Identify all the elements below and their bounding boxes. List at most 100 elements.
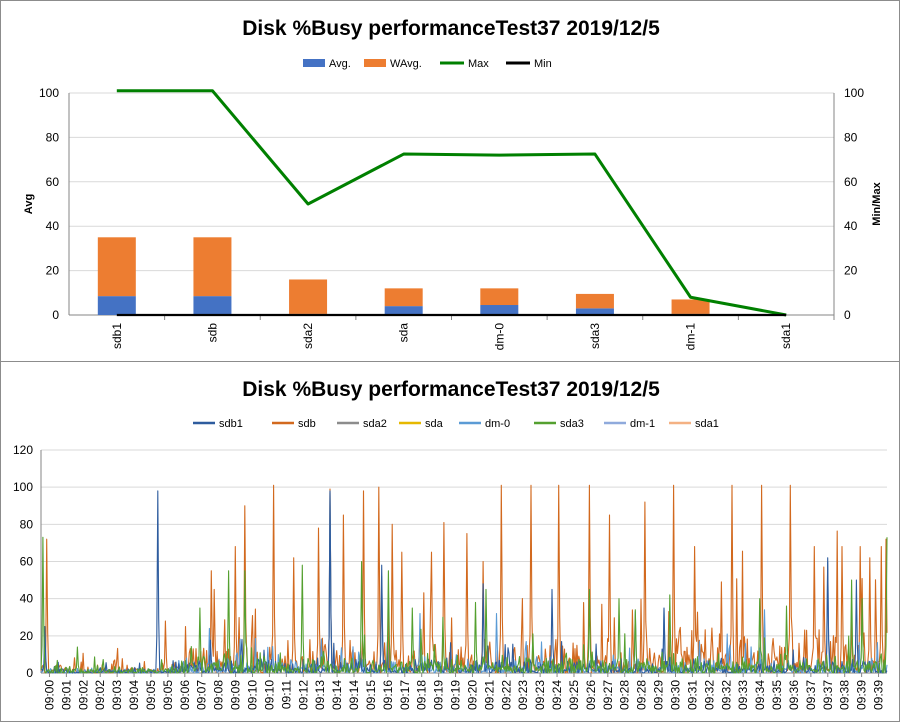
x-tick-label: 09:18 xyxy=(415,680,429,710)
x-tick-label: 09:19 xyxy=(449,680,463,710)
x-tick-label: 09:28 xyxy=(618,680,632,710)
x-tick-label: dm-0 xyxy=(492,323,506,351)
x-tick-label: 09:26 xyxy=(584,680,598,710)
x-tick-label: sda xyxy=(397,323,411,343)
y2-axis-title: Min/Max xyxy=(871,181,883,225)
y-tick-label: 120 xyxy=(13,443,33,457)
legend-label: dm-1 xyxy=(630,418,655,430)
x-tick-label: 09:14 xyxy=(347,680,361,710)
legend-label: Min xyxy=(534,58,552,70)
y-tick-label: 80 xyxy=(20,517,34,531)
x-tick-label: 09:32 xyxy=(702,680,716,710)
x-tick-label: 09:32 xyxy=(719,680,733,710)
legend: Avg. WAvg. Max Min xyxy=(303,58,552,70)
disk-busy-summary-chart: Disk %Busy performanceTest37 2019/12/5 0 2… xyxy=(0,0,900,362)
legend-label: sdb1 xyxy=(219,418,243,430)
bar-wavg xyxy=(671,299,710,314)
x-tick-label: sda1 xyxy=(779,323,793,349)
x-tick-label: 09:14 xyxy=(330,680,344,710)
y-tick-label: 20 xyxy=(20,629,34,643)
x-tick-label: 09:12 xyxy=(296,680,310,710)
x-tick-label: 09:11 xyxy=(279,680,293,709)
x-tick-label: 09:06 xyxy=(178,680,192,710)
legend-swatch xyxy=(303,59,325,67)
bar-avg xyxy=(575,308,614,315)
y-tick-label: 60 xyxy=(46,175,60,189)
x-tick-label: 09:23 xyxy=(516,680,530,710)
y-tick-label: 40 xyxy=(20,592,34,606)
y-tick-label: 40 xyxy=(46,219,60,233)
series-line-max xyxy=(116,89,787,317)
y2-tick-label: 20 xyxy=(844,264,858,278)
legend-label: Max xyxy=(468,58,489,70)
y-tick-label: 0 xyxy=(26,666,33,680)
x-tick-label: 09:05 xyxy=(161,680,175,710)
y-tick-label: 60 xyxy=(20,555,34,569)
legend-label: sda3 xyxy=(560,418,584,430)
x-tick-label: 09:04 xyxy=(127,680,141,710)
x-tick-label: sdb xyxy=(205,323,219,343)
bar-avg xyxy=(97,296,136,315)
legend-label: dm-0 xyxy=(485,418,510,430)
x-tick-label: 09:01 xyxy=(59,680,73,710)
disk-busy-timeseries-chart: Disk %Busy performanceTest37 2019/12/5 0 2… xyxy=(0,361,900,722)
x-tick-label: 09:15 xyxy=(364,680,378,710)
bar-wavg xyxy=(193,237,232,297)
bar-wavg xyxy=(97,237,136,297)
x-tick-label: 09:31 xyxy=(685,680,699,710)
x-tick-label: 09:02 xyxy=(76,680,90,710)
legend-label: sdb xyxy=(298,418,316,430)
bar-wavg xyxy=(575,293,614,309)
x-tick-label: 09:28 xyxy=(635,680,649,710)
x-tick-label: 09:36 xyxy=(787,680,801,710)
x-tick-label: 09:24 xyxy=(550,680,564,710)
x-tick-label: 09:19 xyxy=(432,680,446,710)
y2-tick-label: 40 xyxy=(844,219,858,233)
x-tick-label: 09:37 xyxy=(821,680,835,710)
bar-wavg xyxy=(289,279,328,314)
x-tick-label: 09:10 xyxy=(262,680,276,710)
x-tick-label: 09:22 xyxy=(499,680,513,710)
x-tick-label: 09:29 xyxy=(652,680,666,710)
x-tick-label: 09:17 xyxy=(398,680,412,710)
x-tick-label: 09:37 xyxy=(804,680,818,710)
chart-title: Disk %Busy performanceTest37 2019/12/5 xyxy=(242,17,660,40)
legend-swatch xyxy=(364,59,386,67)
x-tick-label: 09:33 xyxy=(736,680,750,710)
x-tick-label: 09:35 xyxy=(770,680,784,710)
chart-title: Disk %Busy performanceTest37 2019/12/5 xyxy=(242,378,660,401)
x-tick-label: dm-1 xyxy=(684,323,698,351)
series-line-sda3 xyxy=(40,536,888,674)
x-tick-label: 09:25 xyxy=(567,680,581,710)
legend-label: sda1 xyxy=(695,418,719,430)
x-tick-label: 09:27 xyxy=(601,680,615,710)
y2-tick-label: 60 xyxy=(844,175,858,189)
legend: sdb1 sdb sda2 sda dm-0 sda3 dm-1 sda1 xyxy=(193,418,719,430)
x-tick-label: 09:39 xyxy=(872,680,886,710)
legend-label: sda2 xyxy=(363,418,387,430)
x-tick-label: 09:16 xyxy=(381,680,395,710)
x-tick-label: 09:07 xyxy=(195,680,209,710)
x-tick-label: 09:09 xyxy=(229,680,243,710)
y-tick-label: 100 xyxy=(13,480,33,494)
x-tick-label: 09:23 xyxy=(533,680,547,710)
legend-label: sda xyxy=(425,418,444,430)
legend-label: Avg. xyxy=(329,58,351,70)
y2-tick-label: 100 xyxy=(844,86,864,100)
timeseries-chart-svg: Disk %Busy performanceTest37 2019/12/5 0 2… xyxy=(13,378,888,710)
x-tick-label: 09:20 xyxy=(465,680,479,710)
y-tick-label: 80 xyxy=(46,130,60,144)
x-tick-label: 09:05 xyxy=(144,680,158,710)
y2-tick-label: 0 xyxy=(844,308,851,322)
x-tick-label: sda2 xyxy=(301,323,315,349)
x-tick-label: 09:10 xyxy=(246,680,260,710)
x-tick-label: 09:08 xyxy=(212,680,226,710)
bar-wavg xyxy=(384,288,423,307)
summary-chart-svg: Disk %Busy performanceTest37 2019/12/5 0 2… xyxy=(23,17,883,351)
y-tick-label: 20 xyxy=(46,264,60,278)
bar-avg xyxy=(480,305,519,315)
x-tick-label: 09:38 xyxy=(838,680,852,710)
x-tick-label: 09:34 xyxy=(753,680,767,710)
x-tick-label: 09:00 xyxy=(42,680,56,710)
y-tick-label: 0 xyxy=(52,308,59,322)
